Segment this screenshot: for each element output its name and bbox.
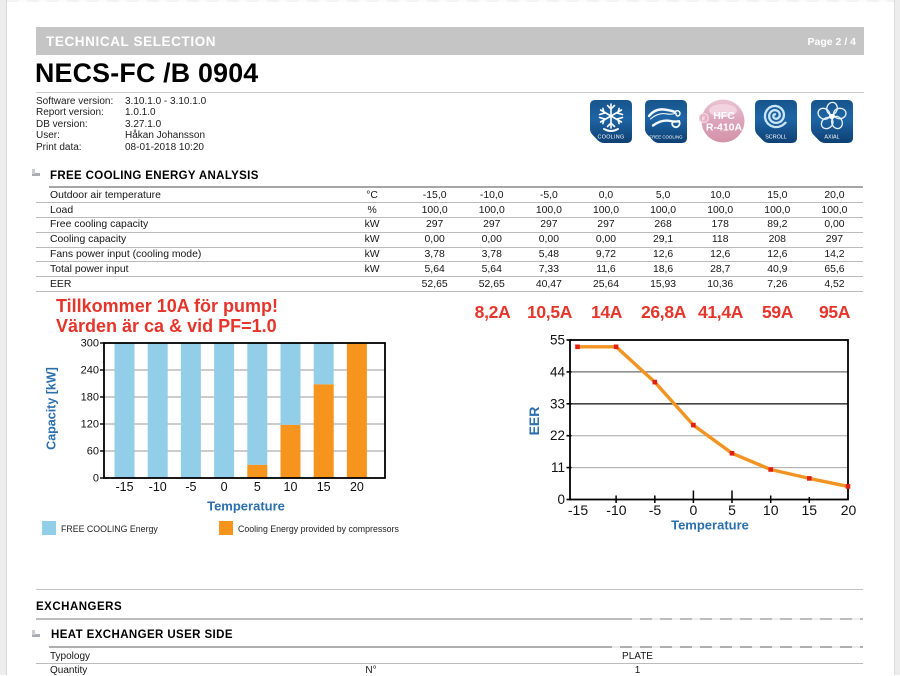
svg-text:11: 11 xyxy=(551,460,565,475)
svg-text:20: 20 xyxy=(841,502,857,518)
svg-text:-15: -15 xyxy=(115,480,133,494)
svg-text:0: 0 xyxy=(557,492,565,507)
svg-text:EER: EER xyxy=(526,407,542,436)
svg-text:-10: -10 xyxy=(606,502,626,518)
svg-text:-5: -5 xyxy=(649,502,662,518)
svg-text:-10: -10 xyxy=(149,480,167,494)
svg-text:FREE COOLING: FREE COOLING xyxy=(649,135,683,140)
svg-text:22: 22 xyxy=(550,428,565,443)
svg-text:Temperature: Temperature xyxy=(671,518,749,533)
svg-text:-15: -15 xyxy=(568,502,588,518)
svg-text:0: 0 xyxy=(221,480,228,494)
svg-text:180: 180 xyxy=(81,392,99,404)
svg-text:Temperature: Temperature xyxy=(207,499,285,514)
svg-text:240: 240 xyxy=(81,365,99,377)
svg-text:0: 0 xyxy=(690,502,698,518)
svg-text:33: 33 xyxy=(550,396,565,411)
svg-text:0: 0 xyxy=(93,473,99,485)
svg-text:15: 15 xyxy=(317,480,331,494)
svg-text:10: 10 xyxy=(284,480,298,494)
svg-text:R-410A: R-410A xyxy=(706,122,743,134)
svg-text:300: 300 xyxy=(81,338,99,350)
svg-text:HFC: HFC xyxy=(713,110,735,122)
svg-text:-5: -5 xyxy=(185,480,196,494)
svg-text:44: 44 xyxy=(550,364,566,379)
svg-text:5: 5 xyxy=(254,480,261,494)
svg-text:10: 10 xyxy=(763,502,779,518)
svg-text:120: 120 xyxy=(81,419,99,431)
svg-text:60: 60 xyxy=(87,446,99,458)
svg-text:5: 5 xyxy=(728,502,736,518)
svg-text:COOLING: COOLING xyxy=(598,135,625,141)
svg-text:Capacity [kW]: Capacity [kW] xyxy=(45,367,59,450)
svg-text:15: 15 xyxy=(802,502,818,518)
svg-text:SCROLL: SCROLL xyxy=(765,135,787,141)
svg-text:AXIAL: AXIAL xyxy=(824,135,839,141)
svg-text:20: 20 xyxy=(350,480,364,494)
svg-text:55: 55 xyxy=(550,333,565,348)
svg-text:F: F xyxy=(702,116,706,122)
